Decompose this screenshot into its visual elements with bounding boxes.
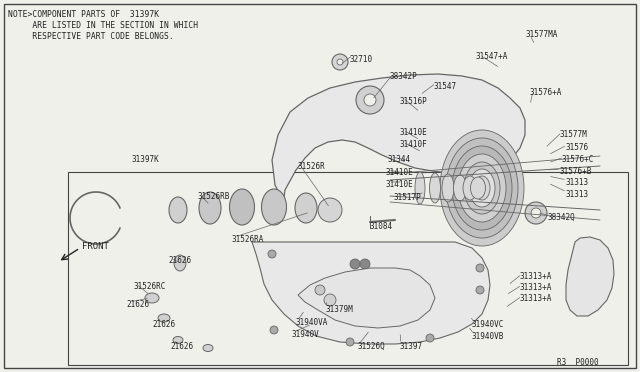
Text: 21626: 21626: [152, 320, 175, 329]
Text: 31526Q: 31526Q: [357, 342, 385, 351]
Polygon shape: [272, 74, 525, 205]
Circle shape: [268, 250, 276, 258]
Text: 38342Q: 38342Q: [548, 213, 576, 222]
Text: 31576+A: 31576+A: [530, 88, 563, 97]
Ellipse shape: [429, 173, 440, 203]
Circle shape: [315, 285, 325, 295]
Text: 31940VC: 31940VC: [472, 320, 504, 329]
Text: 31576: 31576: [565, 143, 588, 152]
Text: FRONT: FRONT: [82, 242, 109, 251]
Polygon shape: [298, 268, 435, 328]
Text: 38342P: 38342P: [390, 72, 418, 81]
Text: 31526RA: 31526RA: [232, 235, 264, 244]
Circle shape: [426, 334, 434, 342]
Text: 31410E: 31410E: [385, 168, 413, 177]
Ellipse shape: [169, 197, 187, 223]
Ellipse shape: [446, 138, 518, 238]
Text: 31379M: 31379M: [326, 305, 354, 314]
Text: 31526RC: 31526RC: [133, 282, 165, 291]
Text: 31940VB: 31940VB: [472, 332, 504, 341]
Text: 31547+A: 31547+A: [476, 52, 508, 61]
Ellipse shape: [295, 193, 317, 223]
Ellipse shape: [452, 146, 512, 230]
Text: 31344: 31344: [388, 155, 411, 164]
Text: 31313: 31313: [565, 190, 588, 199]
Text: 31577MA: 31577MA: [525, 30, 557, 39]
Text: 31526RB: 31526RB: [197, 192, 229, 201]
Text: ARE LISTED IN THE SECTION IN WHICH: ARE LISTED IN THE SECTION IN WHICH: [8, 21, 198, 30]
Polygon shape: [252, 242, 490, 344]
Ellipse shape: [464, 162, 500, 214]
Text: 31410E: 31410E: [400, 128, 428, 137]
Text: 31313+A: 31313+A: [520, 294, 552, 303]
Circle shape: [324, 294, 336, 306]
Text: 31410F: 31410F: [400, 140, 428, 149]
Text: 31577M: 31577M: [560, 130, 588, 139]
Text: 31526R: 31526R: [298, 162, 326, 171]
Text: 31397K: 31397K: [132, 155, 160, 164]
Text: 21626: 21626: [170, 342, 193, 351]
Circle shape: [346, 338, 354, 346]
Circle shape: [350, 259, 360, 269]
Text: 21626: 21626: [126, 300, 149, 309]
Ellipse shape: [145, 293, 159, 303]
Text: RESPECTIVE PART CODE BELONGS.: RESPECTIVE PART CODE BELONGS.: [8, 32, 173, 41]
Circle shape: [270, 326, 278, 334]
Ellipse shape: [199, 192, 221, 224]
Text: 31313+A: 31313+A: [520, 272, 552, 281]
Text: 31313+A: 31313+A: [520, 283, 552, 292]
Ellipse shape: [415, 172, 425, 204]
Text: 21626: 21626: [168, 256, 191, 265]
Text: 31516P: 31516P: [400, 97, 428, 106]
Ellipse shape: [158, 314, 170, 322]
Circle shape: [360, 259, 370, 269]
Text: 31397: 31397: [399, 342, 422, 351]
Ellipse shape: [442, 174, 454, 202]
Ellipse shape: [474, 176, 490, 200]
Ellipse shape: [470, 177, 486, 199]
Text: R3  P0000: R3 P0000: [557, 358, 598, 367]
Text: 31940V: 31940V: [292, 330, 320, 339]
Ellipse shape: [469, 169, 495, 207]
Circle shape: [337, 59, 343, 65]
Ellipse shape: [440, 130, 524, 246]
Circle shape: [525, 202, 547, 224]
Bar: [68, 172, 628, 365]
Circle shape: [318, 198, 342, 222]
Ellipse shape: [173, 337, 183, 343]
Text: 31940VA: 31940VA: [296, 318, 328, 327]
Text: 31410E: 31410E: [385, 180, 413, 189]
Text: 32710: 32710: [350, 55, 373, 64]
Text: 31576+B: 31576+B: [559, 167, 591, 176]
Ellipse shape: [230, 189, 255, 225]
Circle shape: [332, 54, 348, 70]
Text: 31084: 31084: [370, 222, 393, 231]
Text: 31576+C: 31576+C: [562, 155, 595, 164]
Ellipse shape: [203, 344, 213, 352]
Text: 31547: 31547: [433, 82, 456, 91]
Circle shape: [364, 94, 376, 106]
Text: 31313: 31313: [565, 178, 588, 187]
Circle shape: [476, 286, 484, 294]
Ellipse shape: [463, 176, 477, 200]
Polygon shape: [566, 237, 614, 316]
Ellipse shape: [174, 255, 186, 271]
Text: 31517P: 31517P: [393, 193, 420, 202]
Circle shape: [476, 264, 484, 272]
Ellipse shape: [458, 154, 506, 222]
Circle shape: [531, 208, 541, 218]
Ellipse shape: [262, 189, 287, 225]
Text: NOTE>COMPONENT PARTS OF  31397K: NOTE>COMPONENT PARTS OF 31397K: [8, 10, 159, 19]
Circle shape: [356, 86, 384, 114]
Ellipse shape: [454, 175, 467, 201]
